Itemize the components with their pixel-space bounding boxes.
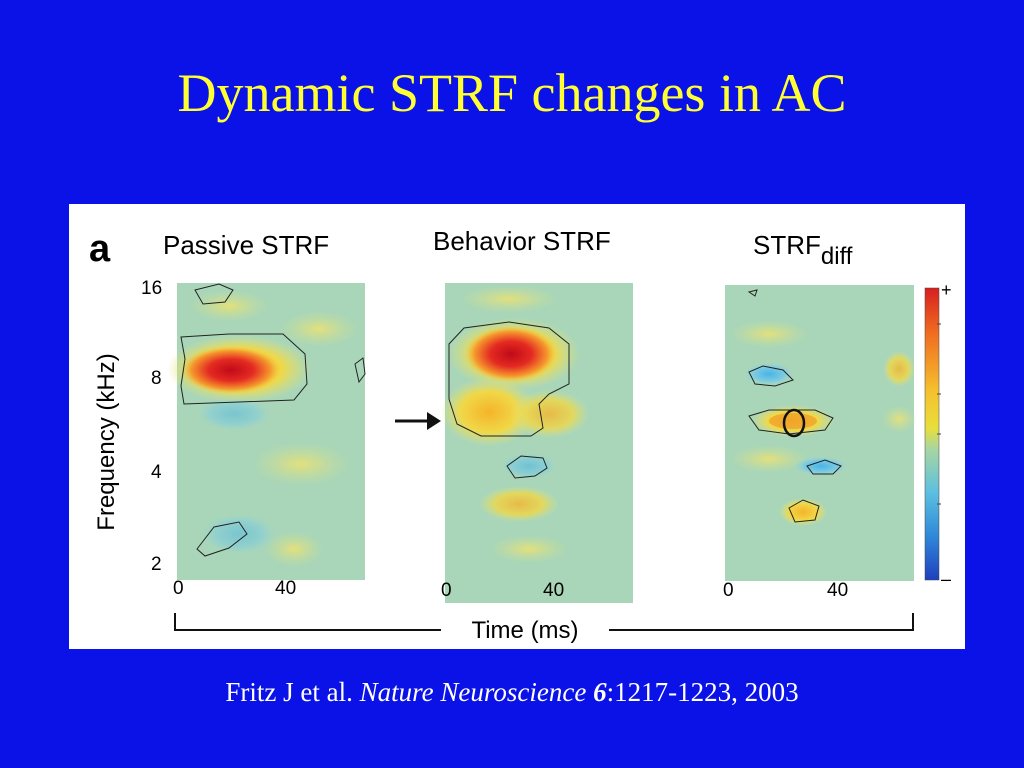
- heatmap-behavior: [441, 283, 633, 603]
- citation: Fritz J et al. Nature Neuroscience 6:121…: [0, 674, 1024, 710]
- y-tick-4: 4: [151, 462, 162, 483]
- citation-journal: Nature Neuroscience: [359, 677, 587, 707]
- strf-figure: a Passive STRF Behavior STRF STRFdiff Fr…: [69, 204, 965, 649]
- colorbar: [924, 287, 941, 581]
- panel-title-behavior: Behavior STRF: [433, 226, 611, 256]
- x-axis-bracket: [174, 613, 914, 631]
- panel-letter: a: [89, 228, 111, 270]
- x-tick-passive-0: 0: [173, 578, 184, 599]
- x-tick-diff-0: 0: [723, 580, 734, 601]
- panel-title-diff-sub: diff: [821, 243, 853, 270]
- y-tick-8: 8: [151, 368, 162, 389]
- colorbar-min-label: –: [941, 569, 951, 589]
- arrow-icon: [395, 412, 441, 430]
- x-tick-diff-40: 40: [827, 580, 848, 601]
- x-tick-behavior-40: 40: [543, 580, 564, 601]
- y-tick-2: 2: [151, 554, 162, 575]
- citation-volume: 6: [586, 677, 607, 707]
- panel-title-diff: STRFdiff: [753, 230, 853, 270]
- x-axis-label: Time (ms): [471, 617, 578, 644]
- x-tick-behavior-0: 0: [441, 580, 452, 601]
- y-axis-label: Frequency (kHz): [93, 353, 120, 530]
- panel-title-diff-main: STRF: [753, 230, 821, 260]
- strf-figure-svg: a Passive STRF Behavior STRF STRFdiff Fr…: [89, 226, 952, 644]
- heatmap-diff: [725, 285, 917, 581]
- citation-pages: :1217-1223, 2003: [606, 677, 799, 707]
- x-tick-passive-40: 40: [275, 578, 296, 599]
- y-tick-16: 16: [141, 278, 162, 299]
- heatmap-passive: [167, 283, 366, 580]
- panel-title-passive: Passive STRF: [163, 230, 329, 260]
- citation-authors: Fritz J et al.: [225, 677, 360, 707]
- slide-title: Dynamic STRF changes in AC: [177, 63, 847, 123]
- colorbar-max-label: +: [941, 280, 952, 300]
